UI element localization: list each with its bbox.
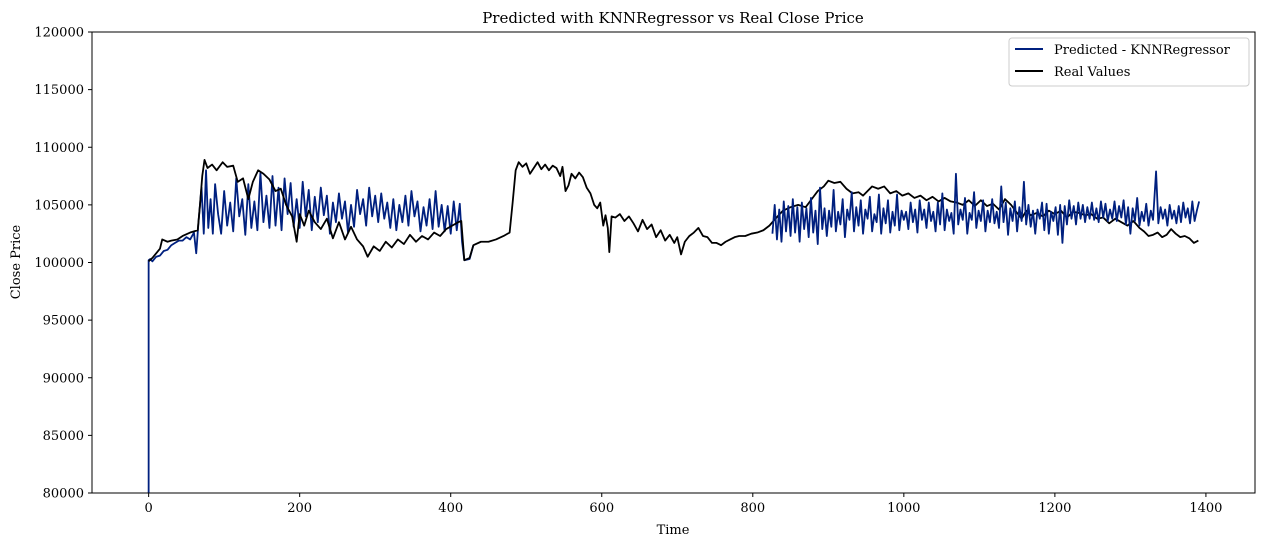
x-tick-label: 800 <box>740 501 765 516</box>
x-tick-label: 200 <box>287 501 312 516</box>
y-tick-label: 85000 <box>43 429 84 444</box>
y-tick-label: 90000 <box>43 371 84 386</box>
series-layer <box>147 159 1200 493</box>
legend: Predicted - KNNRegressor Real Values <box>1008 37 1250 87</box>
series-line-2 <box>771 170 1200 245</box>
x-tick-label: 1000 <box>887 501 920 516</box>
y-axis: 80000 85000 90000 95000 100000 105000 110000 11… <box>34 26 92 502</box>
x-axis: 0 200 400 600 800 1000 1200 1400 <box>144 493 1222 516</box>
y-tick-label: 115000 <box>34 83 84 98</box>
x-axis-label: Time <box>657 523 690 538</box>
x-tick-label: 600 <box>589 501 614 516</box>
y-tick-label: 95000 <box>43 314 84 329</box>
y-tick-label: 80000 <box>43 487 84 502</box>
plot-frame <box>91 31 1256 494</box>
y-tick-label: 105000 <box>34 198 84 213</box>
legend-label-real: Real Values <box>1054 65 1130 80</box>
y-tick-label: 110000 <box>34 141 84 156</box>
y-tick-label: 120000 <box>34 26 84 41</box>
x-tick-label: 0 <box>144 501 152 516</box>
series-line-0 <box>147 169 475 493</box>
legend-box <box>1008 37 1250 87</box>
x-tick-label: 1200 <box>1038 501 1071 516</box>
series-line-1 <box>148 159 1199 263</box>
y-tick-label: 100000 <box>34 256 84 271</box>
x-tick-label: 1400 <box>1189 501 1222 516</box>
x-tick-label: 400 <box>438 501 463 516</box>
y-axis-label: Close Price <box>9 224 24 299</box>
legend-label-predicted: Predicted - KNNRegressor <box>1054 43 1231 58</box>
chart-title: Predicted with KNNRegressor vs Real Clos… <box>482 9 864 27</box>
